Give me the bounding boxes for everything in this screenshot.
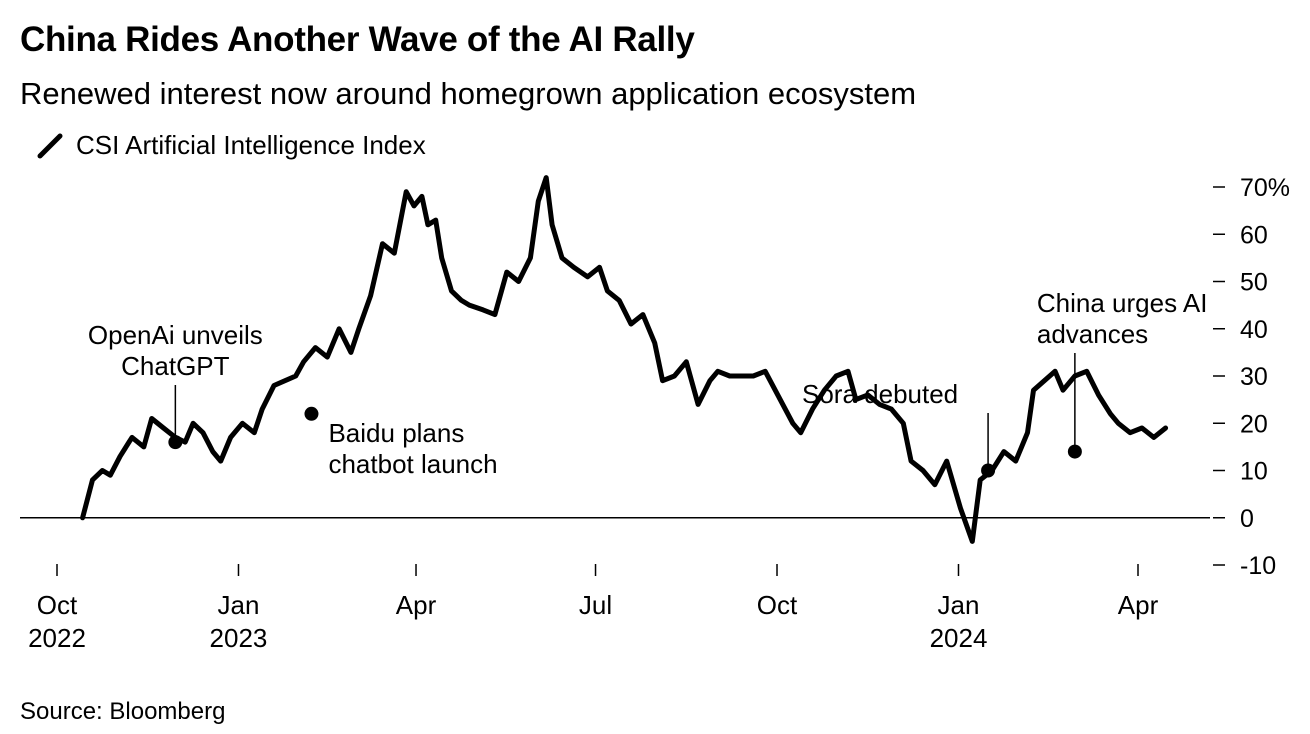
legend-line-icon [37,133,63,159]
annotation-label: OpenAi unveils [88,320,263,350]
annotation-marker [168,435,183,450]
annotation-label: chatbot launch [328,449,497,479]
x-tick-label: Oct [37,590,78,620]
x-tick-label: Apr [1118,590,1159,620]
annotation-marker [981,463,996,478]
y-tick-label: 70% [1240,174,1290,202]
chart-subtitle: Renewed interest now around homegrown ap… [20,76,917,111]
y-tick-label: 60 [1240,221,1268,249]
x-tick-label: Jul [579,590,612,620]
x-tick-label: Oct [757,590,798,620]
x-tick-label: Jan [938,590,980,620]
annotation-label: ChatGPT [121,351,229,381]
x-tick-label: Apr [396,590,437,620]
y-tick-label: 0 [1240,505,1254,533]
legend-label: CSI Artificial Intelligence Index [76,129,426,160]
x-tick-year-label: 2022 [28,623,86,653]
series-line [80,175,1169,544]
annotation-marker [304,406,319,421]
legend: CSI Artificial Intelligence Index [36,128,426,162]
y-tick-label: -10 [1240,552,1276,580]
annotation-label: advances [1037,319,1148,349]
y-tick-label: 10 [1240,458,1268,486]
annotation-label: Sora debuted [802,379,958,409]
x-tick-year-label: 2024 [930,623,988,653]
x-tick-year-label: 2023 [210,623,268,653]
y-tick-label: 50 [1240,269,1268,297]
chart-title: China Rides Another Wave of the AI Rally [20,20,695,59]
source-note: Source: Bloomberg [20,698,226,725]
annotation-marker [1067,444,1082,459]
y-tick-label: 20 [1240,410,1268,438]
y-tick-label: 40 [1240,316,1268,344]
annotation-label: Baidu plans [328,418,464,448]
x-tick-label: Jan [218,590,260,620]
annotation-label: China urges AI [1037,288,1208,318]
y-tick-label: 30 [1240,363,1268,391]
